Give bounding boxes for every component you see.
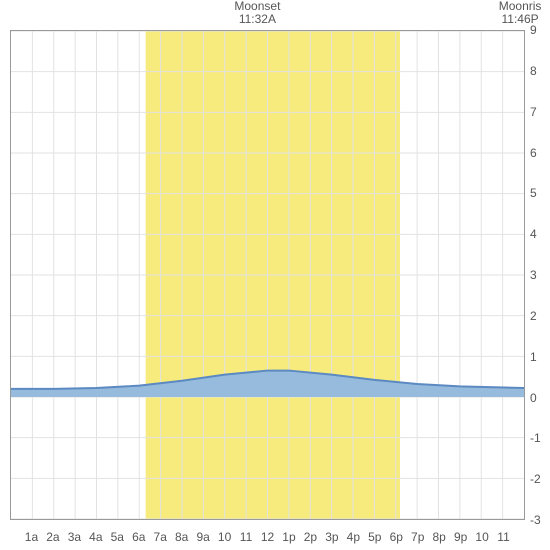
y-tick: 5 — [530, 186, 537, 200]
tide-chart: Moonset11:32AMoonris11:46P 1a2a3a4a5a6a7… — [0, 0, 550, 550]
y-tick: 0 — [530, 391, 537, 405]
y-tick: 2 — [530, 309, 537, 323]
y-tick: 4 — [530, 227, 537, 241]
y-tick: -2 — [530, 472, 541, 486]
y-tick: 1 — [530, 350, 537, 364]
y-tick: 7 — [530, 105, 537, 119]
y-tick: -3 — [530, 513, 541, 527]
y-tick: 3 — [530, 268, 537, 282]
y-tick: -1 — [530, 431, 541, 445]
y-axis-labels: -3 -2 -1 0 1 2 3 4 5 6 7 8 9 — [0, 0, 550, 550]
y-tick: 8 — [530, 64, 537, 78]
y-tick: 9 — [530, 23, 537, 37]
y-tick: 6 — [530, 146, 537, 160]
